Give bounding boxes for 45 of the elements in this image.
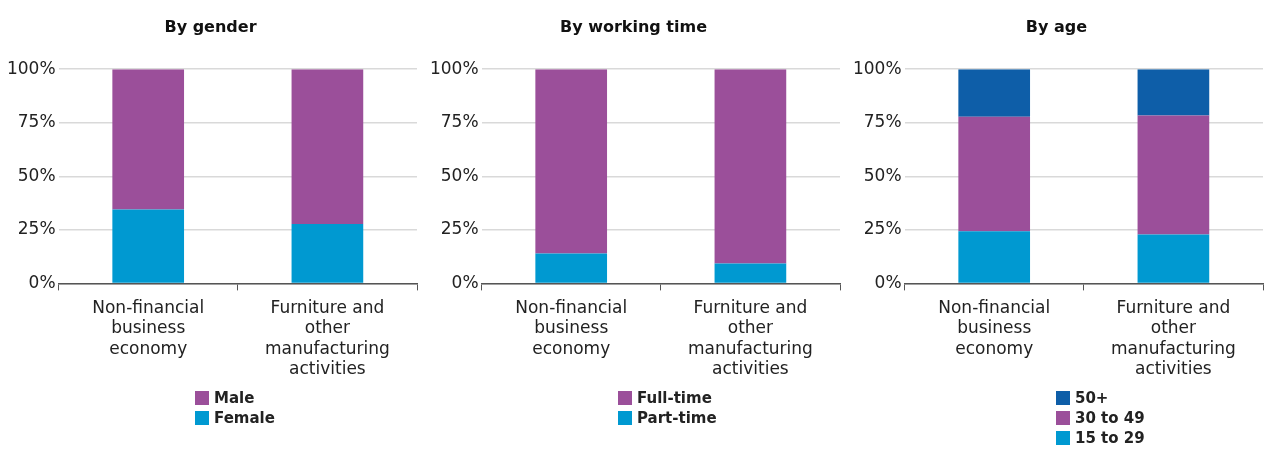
bar (958, 69, 1031, 117)
y-tick-label: 75% (17, 111, 56, 132)
bar (1137, 234, 1210, 283)
chart-title: By working time (559, 16, 708, 36)
legend-label: Female (214, 409, 275, 427)
x-tick-label: Furniture and other manufacturing activities (687, 297, 813, 379)
x-tick-label: Non-financial business economy (515, 297, 628, 358)
y-tick-label: 0% (28, 271, 56, 292)
y-tick-label: 50% (17, 164, 56, 185)
y-tick-label: 25% (17, 218, 56, 239)
bar (958, 231, 1031, 283)
y-tick-label: 25% (440, 218, 479, 239)
legend-label: 50+ (1075, 389, 1109, 407)
bar (535, 69, 608, 254)
y-tick-label: 0% (874, 271, 902, 292)
y-tick-label: 75% (440, 111, 479, 132)
x-tick-label: Non-financial business economy (938, 297, 1051, 358)
y-tick-label: 0% (451, 271, 479, 292)
bar (535, 253, 608, 283)
y-tick-label: 100% (429, 57, 479, 78)
legend-label: 15 to 29 (1075, 429, 1145, 447)
bar (112, 209, 185, 283)
bar (1137, 115, 1210, 235)
y-tick-label: 100% (6, 57, 56, 78)
y-tick-label: 100% (852, 57, 902, 78)
legend-label: Full-time (637, 389, 712, 407)
bar (291, 224, 364, 283)
bar (1137, 69, 1210, 116)
y-tick-label: 50% (440, 164, 479, 185)
bar (714, 263, 787, 283)
bar (714, 69, 787, 264)
chart-title: By age (1025, 16, 1088, 36)
legend-label: Male (214, 389, 255, 407)
bar (112, 69, 185, 210)
x-tick-label: Non-financial business economy (92, 297, 205, 358)
x-tick-label: Furniture and other manufacturing activities (1110, 297, 1236, 379)
legend-label: Part-time (637, 409, 717, 427)
y-tick-label: 75% (863, 111, 902, 132)
y-tick-label: 50% (863, 164, 902, 185)
chart-title: By gender (164, 16, 257, 36)
x-tick-label: Furniture and other manufacturing activities (264, 297, 390, 379)
legend-label: 30 to 49 (1075, 409, 1145, 427)
bar (291, 69, 364, 225)
bar (958, 116, 1031, 232)
y-tick-label: 25% (863, 218, 902, 239)
